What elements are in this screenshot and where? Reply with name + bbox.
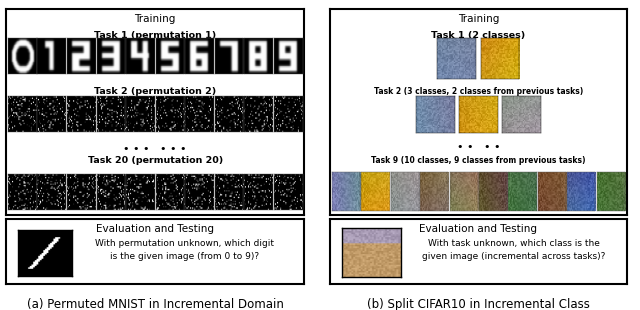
Text: Training: Training xyxy=(458,15,499,24)
Text: • • •   • • •: • • • • • • xyxy=(124,144,187,154)
Text: • •   • •: • • • • xyxy=(457,142,500,152)
Text: Training: Training xyxy=(134,15,176,24)
Text: Evaluation and Testing: Evaluation and Testing xyxy=(96,224,214,234)
Text: With permutation unknown, which digit
is the given image (from 0 to 9)?: With permutation unknown, which digit is… xyxy=(95,239,275,261)
Text: (a) Permuted MNIST in Incremental Domain: (a) Permuted MNIST in Incremental Domain xyxy=(27,298,284,310)
Text: Task 1 (permutation 1): Task 1 (permutation 1) xyxy=(94,31,216,40)
Text: Evaluation and Testing: Evaluation and Testing xyxy=(419,224,538,234)
Text: With task unknown, which class is the
given image (incremental across tasks)?: With task unknown, which class is the gi… xyxy=(422,239,606,261)
Text: (b) Split CIFAR10 in Incremental Class: (b) Split CIFAR10 in Incremental Class xyxy=(367,298,590,310)
Text: Task 1 (2 classes): Task 1 (2 classes) xyxy=(431,31,525,40)
Text: Task 20 (permutation 20): Task 20 (permutation 20) xyxy=(88,156,223,165)
Text: Task 9 (10 classes, 9 classes from previous tasks): Task 9 (10 classes, 9 classes from previ… xyxy=(371,156,586,165)
Text: Task 2 (3 classes, 2 classes from previous tasks): Task 2 (3 classes, 2 classes from previo… xyxy=(374,86,583,95)
Text: Task 2 (permutation 2): Task 2 (permutation 2) xyxy=(94,86,216,95)
